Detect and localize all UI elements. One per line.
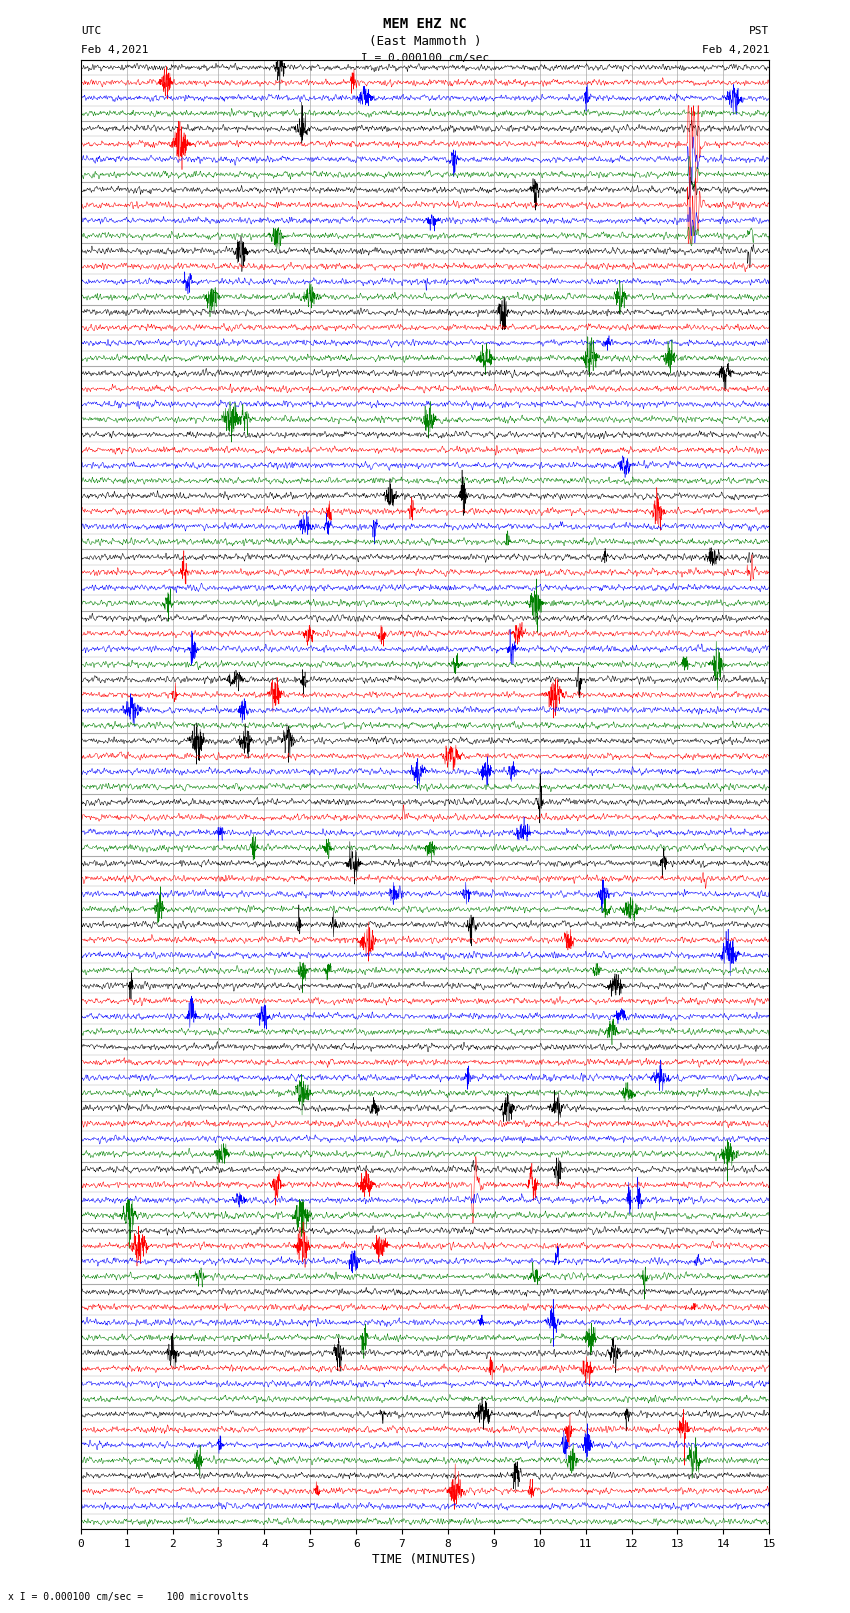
Text: PST: PST	[749, 26, 769, 35]
Text: MEM EHZ NC: MEM EHZ NC	[383, 18, 467, 31]
Text: Feb 4,2021: Feb 4,2021	[702, 45, 769, 55]
X-axis label: TIME (MINUTES): TIME (MINUTES)	[372, 1553, 478, 1566]
Text: I = 0.000100 cm/sec: I = 0.000100 cm/sec	[361, 53, 489, 63]
Text: UTC: UTC	[81, 26, 101, 35]
Text: x I = 0.000100 cm/sec =    100 microvolts: x I = 0.000100 cm/sec = 100 microvolts	[8, 1592, 249, 1602]
Text: Feb 4,2021: Feb 4,2021	[81, 45, 148, 55]
Text: (East Mammoth ): (East Mammoth )	[369, 35, 481, 48]
